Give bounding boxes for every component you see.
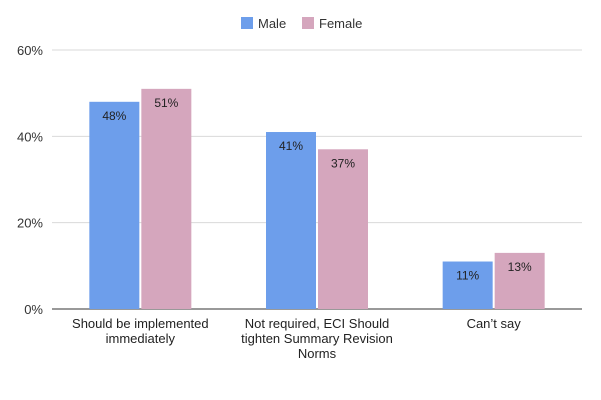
legend-swatch-female — [302, 17, 314, 29]
category-label-line: immediately — [106, 331, 176, 346]
data-label: 51% — [154, 96, 178, 110]
category-label-line: Can’t say — [467, 316, 522, 331]
bar-female — [141, 88, 192, 309]
legend-label-male: Male — [258, 16, 286, 31]
y-tick-label: 40% — [17, 129, 43, 144]
data-label: 48% — [102, 109, 126, 123]
y-axis: 0% 20% 40% 60% — [17, 43, 43, 317]
x-axis: Should be implemented immediately Not requ… — [72, 316, 521, 361]
category-label: Can’t say — [467, 316, 522, 331]
category-label-line: Norms — [298, 346, 337, 361]
bar-female — [494, 252, 545, 309]
legend-label-female: Female — [319, 16, 362, 31]
y-tick-label: 0% — [24, 302, 43, 317]
legend: Male Female — [241, 16, 362, 31]
category-label-line: tighten Summary Revision — [241, 331, 393, 346]
y-tick-label: 20% — [17, 216, 43, 231]
bars: 48% 51% 41% 37% 11% 13% — [89, 88, 545, 309]
bar-male — [266, 132, 316, 309]
y-tick-label: 60% — [17, 43, 43, 58]
gridlines — [52, 49, 582, 310]
data-label: 13% — [508, 260, 532, 274]
bar-male — [89, 101, 140, 309]
category-label-line: Should be implemented — [72, 316, 209, 331]
data-label: 41% — [279, 139, 303, 153]
bar-male — [442, 261, 493, 309]
category-label-line: Not required, ECI Should — [245, 316, 390, 331]
data-label: 37% — [331, 156, 355, 170]
category-label: Should be implemented immediately — [72, 316, 209, 346]
data-label: 11% — [456, 269, 479, 283]
category-label: Not required, ECI Should tighten Summary … — [241, 316, 393, 361]
legend-swatch-male — [241, 17, 253, 29]
bar-female — [318, 149, 368, 309]
